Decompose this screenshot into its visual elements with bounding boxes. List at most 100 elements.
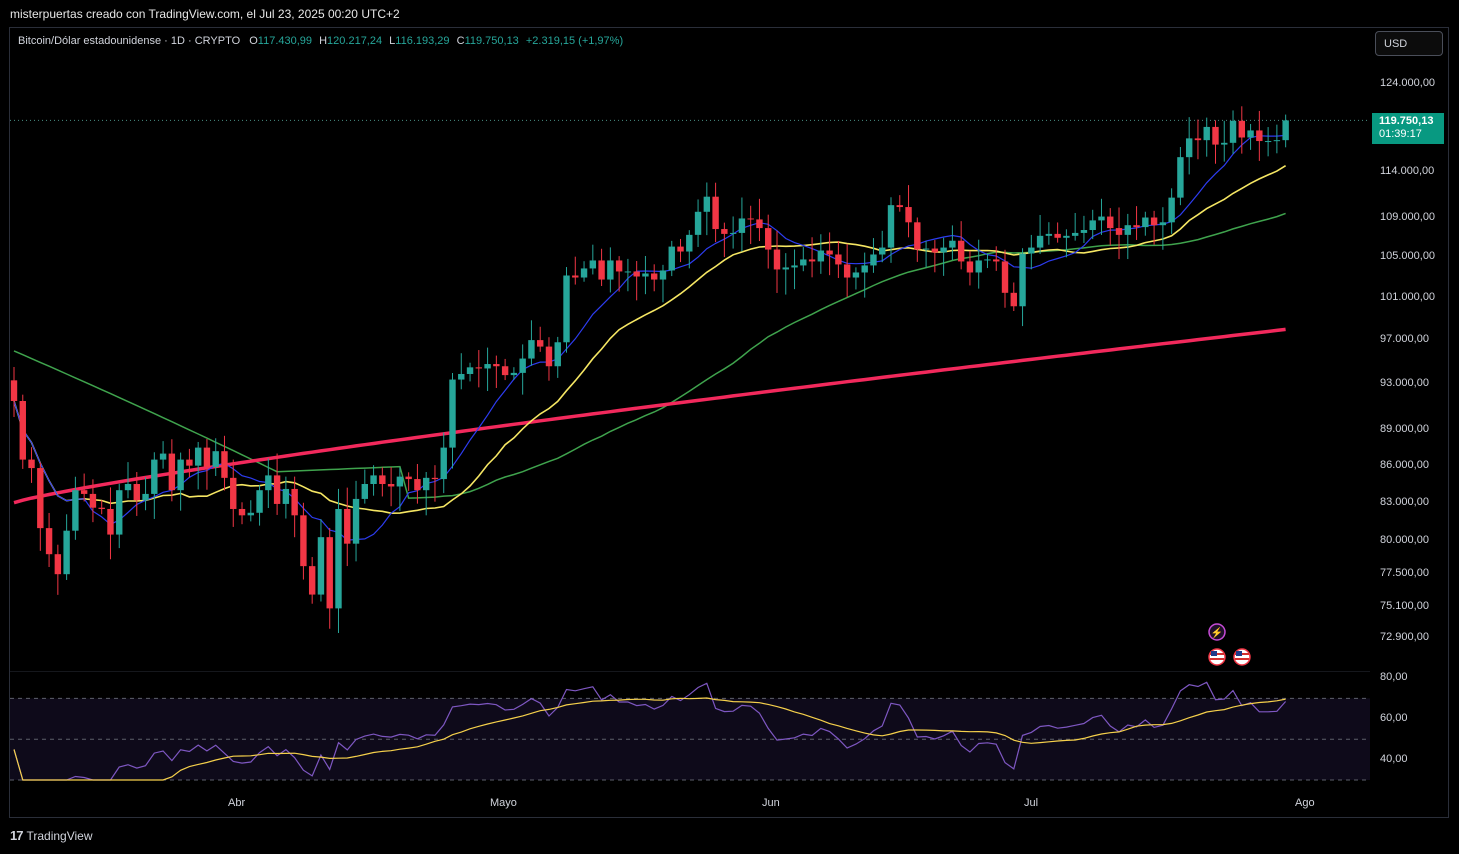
candle <box>624 258 632 292</box>
candle-body <box>598 260 605 280</box>
candle <box>1150 210 1158 245</box>
candle <box>133 472 140 516</box>
candle <box>344 487 351 567</box>
time-tick-label: Jul <box>1024 797 1039 809</box>
candle-body <box>1010 292 1017 307</box>
candle <box>510 367 518 380</box>
candle <box>379 467 386 497</box>
candle-body <box>1273 140 1281 142</box>
candle-body <box>186 459 193 466</box>
candle-body <box>677 246 684 252</box>
candle <box>1028 234 1035 270</box>
candle-body <box>826 250 833 255</box>
time-tick-label: Jun <box>762 797 780 809</box>
candle-body <box>712 196 719 230</box>
price-tick-label: 97.000,00 <box>1380 333 1429 346</box>
candle-body <box>1264 141 1272 143</box>
candle <box>19 394 26 469</box>
candle <box>194 441 202 490</box>
candle <box>1133 206 1140 240</box>
price-tick-label: 86.000,00 <box>1380 458 1429 471</box>
candle <box>230 459 237 527</box>
ma-slow-line <box>13 212 1286 499</box>
us-flag-event-icon[interactable] <box>1233 648 1251 666</box>
candle <box>1019 248 1026 327</box>
high-label: H <box>319 35 328 47</box>
candle-body <box>1028 247 1035 254</box>
price-tick-label: 89.000,00 <box>1380 422 1429 435</box>
candle <box>308 557 316 604</box>
candle <box>151 452 158 519</box>
candle-body <box>615 260 623 272</box>
candle <box>1089 209 1096 240</box>
candle-body <box>335 508 342 609</box>
price-tick-label: 101.000,00 <box>1380 290 1436 303</box>
candle-body <box>651 273 658 280</box>
candle <box>817 234 825 274</box>
currency-selector-button[interactable]: USD <box>1375 31 1443 56</box>
candle-body <box>405 476 412 480</box>
candle-body <box>45 528 53 555</box>
candle-body <box>72 490 79 531</box>
candle-body <box>1071 232 1079 236</box>
candle-body <box>124 483 132 491</box>
candle <box>686 230 693 269</box>
price-tick-label: 105.000,00 <box>1380 250 1436 263</box>
symbol-legend: Bitcoin/Dólar estadounidense · 1D · CRYP… <box>18 35 623 47</box>
candle-body <box>194 447 202 466</box>
candle-body <box>1185 138 1193 158</box>
candle <box>1001 249 1009 308</box>
candle-body <box>1159 222 1167 226</box>
candle <box>1107 208 1114 246</box>
candle <box>598 248 605 287</box>
candle-body <box>238 508 246 516</box>
candle <box>1264 127 1272 157</box>
candle <box>554 336 561 378</box>
candle <box>931 240 939 273</box>
candle <box>370 465 377 496</box>
candle-body <box>1229 120 1237 143</box>
rsi-tick-label: 40,00 <box>1380 752 1408 765</box>
candle <box>659 264 667 303</box>
candle <box>949 225 956 261</box>
candle <box>10 367 18 417</box>
candle <box>1247 123 1254 150</box>
rsi-tick-label: 80,00 <box>1380 671 1408 683</box>
us-flag-event-icon[interactable] <box>1208 648 1226 666</box>
candle <box>782 253 789 295</box>
candle <box>765 214 772 269</box>
candle <box>1194 119 1202 160</box>
candle <box>914 217 921 262</box>
footer-branding[interactable]: 17 TradingView <box>10 828 93 843</box>
candle <box>142 477 149 511</box>
candle-body <box>10 380 18 401</box>
close-label: C <box>456 35 465 47</box>
candle <box>212 438 219 476</box>
lightning-event-icon[interactable] <box>1208 623 1226 641</box>
candle <box>843 243 851 297</box>
candle <box>738 197 746 252</box>
candle <box>1203 117 1210 157</box>
candle <box>1212 120 1219 164</box>
candle <box>361 469 368 504</box>
rsi-pane[interactable] <box>10 671 1370 789</box>
candle-body <box>1133 225 1140 228</box>
price-tick-label: 93.000,00 <box>1380 377 1429 390</box>
price-tick-label: 124.000,00 <box>1380 77 1436 89</box>
candle-body <box>1115 228 1123 235</box>
candle-body <box>668 246 675 271</box>
close-value: 119.750,13 <box>464 35 519 47</box>
price-chart[interactable] <box>10 28 1370 670</box>
candle-body <box>326 537 333 609</box>
candle <box>633 261 640 301</box>
candle-body <box>519 358 526 373</box>
candle <box>572 256 579 285</box>
candle-body <box>747 218 754 220</box>
candle <box>326 527 333 629</box>
candle-body <box>396 476 404 487</box>
candle <box>124 462 132 499</box>
candle <box>54 544 62 595</box>
last-price-value: 119.750,13 <box>1379 115 1434 127</box>
candle <box>396 467 404 511</box>
candle-body <box>1080 230 1088 233</box>
